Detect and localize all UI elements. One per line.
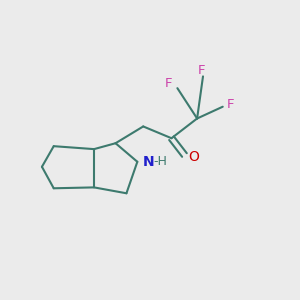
Text: N: N — [142, 155, 154, 169]
Text: F: F — [227, 98, 235, 111]
Text: F: F — [198, 64, 205, 77]
Text: F: F — [165, 77, 172, 90]
Text: O: O — [188, 150, 199, 164]
Text: -H: -H — [154, 155, 167, 168]
